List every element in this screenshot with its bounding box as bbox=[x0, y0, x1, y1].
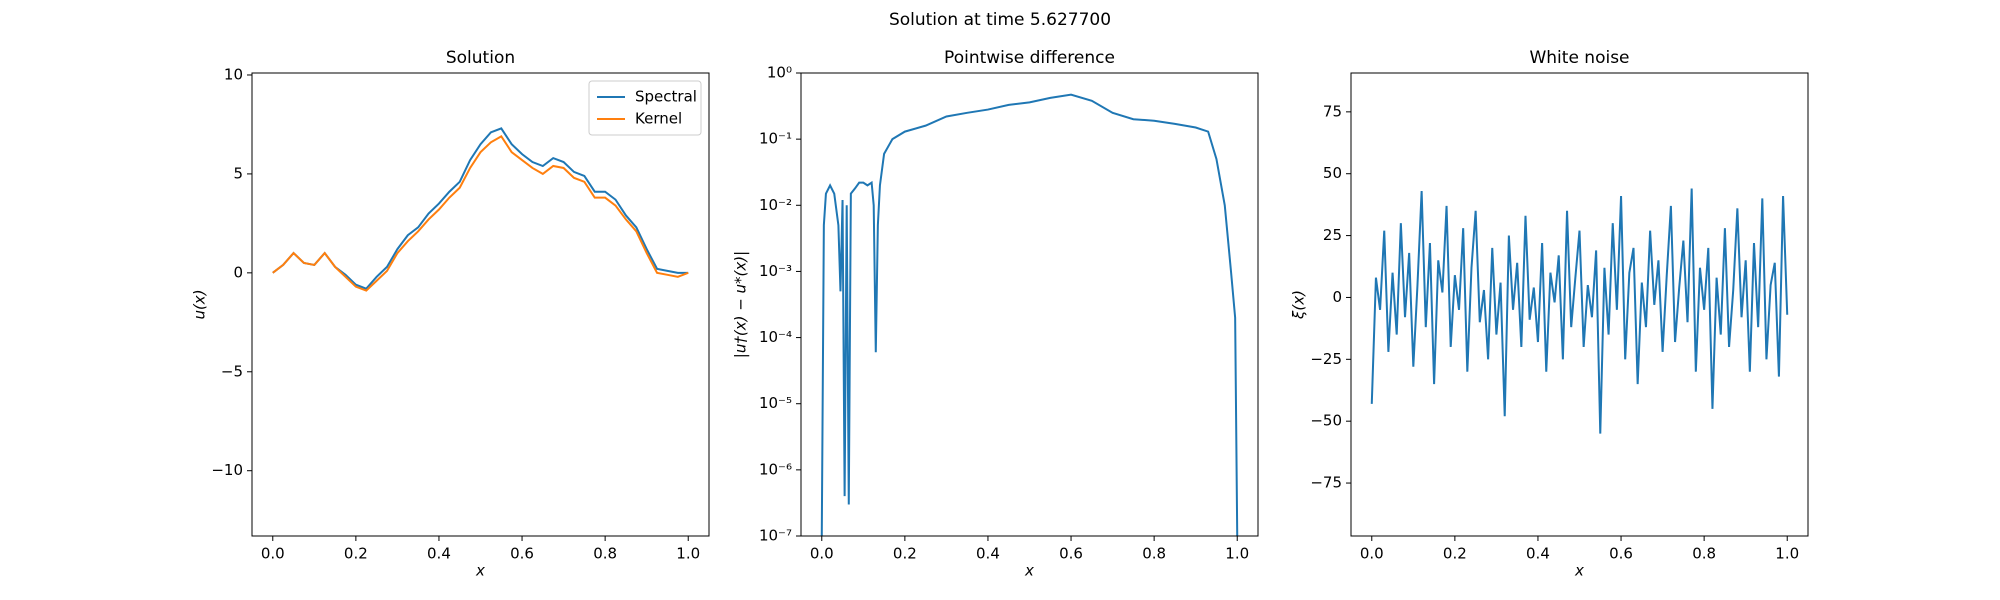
x-tick-label: 0.8 bbox=[1142, 545, 1166, 563]
x-tick-label: 0.0 bbox=[261, 545, 285, 563]
x-tick-label: 0.4 bbox=[1526, 545, 1550, 563]
y-tick-label: 10⁻⁴ bbox=[759, 328, 792, 346]
x-tick-label: 0.6 bbox=[1609, 545, 1633, 563]
x-tick-label: 0.8 bbox=[593, 545, 617, 563]
y-tick-label: 25 bbox=[1323, 226, 1342, 244]
x-tick-label: 0.6 bbox=[510, 545, 534, 563]
x-tick-label: 0.2 bbox=[893, 545, 917, 563]
legend-label: Kernel bbox=[635, 110, 682, 128]
x-tick-label: 0.6 bbox=[1059, 545, 1083, 563]
y-tick-label: 50 bbox=[1323, 164, 1342, 182]
y-tick-label: −25 bbox=[1310, 350, 1342, 368]
axes-title: Solution bbox=[446, 48, 515, 68]
x-tick-label: 0.8 bbox=[1692, 545, 1716, 563]
y-tick-label: 0 bbox=[233, 263, 243, 281]
x-tick-label: 0.2 bbox=[1443, 545, 1467, 563]
axes-frame bbox=[1350, 72, 1809, 537]
y-tick-label: 10⁻¹ bbox=[759, 130, 792, 148]
y-tick-label: 10⁻⁶ bbox=[759, 460, 792, 478]
y-axis-label: u(x) bbox=[191, 289, 209, 319]
axes-frame bbox=[251, 72, 710, 537]
x-tick-label: 1.0 bbox=[1775, 545, 1799, 563]
x-tick-label: 1.0 bbox=[676, 545, 700, 563]
y-axis-label: |u†(x) − u*(x)| bbox=[732, 251, 750, 358]
y-tick-label: 10 bbox=[224, 65, 243, 83]
y-tick-label: −5 bbox=[221, 362, 243, 380]
axes-frame bbox=[800, 72, 1259, 537]
axes-title: White noise bbox=[1529, 48, 1629, 68]
y-tick-label: 10⁻² bbox=[759, 196, 792, 214]
y-tick-label: 10⁰ bbox=[767, 64, 792, 82]
y-tick-label: 5 bbox=[233, 164, 243, 182]
y-axis-label: ξ(x) bbox=[1290, 290, 1308, 320]
y-tick-label: 0 bbox=[1332, 288, 1342, 306]
x-axis-label: x bbox=[1024, 562, 1034, 580]
x-tick-label: 0.0 bbox=[1360, 545, 1384, 563]
y-tick-label: 10⁻⁷ bbox=[759, 527, 792, 545]
legend-label: Spectral bbox=[635, 88, 697, 106]
y-tick-label: −50 bbox=[1310, 412, 1342, 430]
data-line bbox=[272, 134, 689, 292]
data-line bbox=[1370, 188, 1789, 434]
x-tick-label: 0.0 bbox=[810, 545, 834, 563]
x-tick-label: 0.4 bbox=[427, 545, 451, 563]
figure-title: Solution at time 5.627700 bbox=[889, 10, 1111, 30]
x-tick-label: 0.2 bbox=[344, 545, 368, 563]
x-tick-label: 1.0 bbox=[1225, 545, 1249, 563]
y-tick-label: −10 bbox=[211, 461, 243, 479]
y-tick-label: −75 bbox=[1310, 474, 1342, 492]
y-tick-label: 10⁻⁵ bbox=[759, 394, 792, 412]
y-tick-label: 10⁻³ bbox=[759, 262, 792, 280]
x-axis-label: x bbox=[1574, 562, 1584, 580]
data-line bbox=[820, 93, 1239, 536]
x-axis-label: x bbox=[475, 562, 485, 580]
axes-title: Pointwise difference bbox=[944, 48, 1115, 68]
y-tick-label: 75 bbox=[1323, 102, 1342, 120]
legend-box bbox=[588, 80, 702, 136]
x-tick-label: 0.4 bbox=[976, 545, 1000, 563]
